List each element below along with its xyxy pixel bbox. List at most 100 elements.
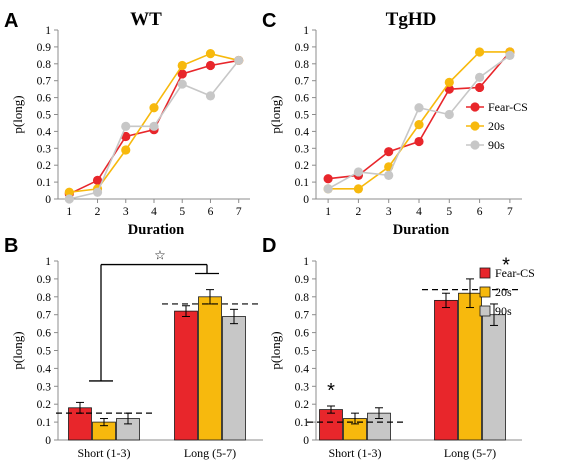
x-tick-label: 6 <box>208 206 214 218</box>
y-tick-label: 0.1 <box>37 417 52 429</box>
y-tick-label: 1 <box>303 25 309 37</box>
y-tick-label: 0.9 <box>295 274 310 286</box>
y-tick-label: 0.4 <box>295 126 310 138</box>
y-tick-label: 0.5 <box>37 110 52 122</box>
y-tick-label: 0.9 <box>295 42 310 54</box>
panel-letter: C <box>262 10 276 32</box>
chart-title: WT <box>130 9 162 30</box>
data-point-s90 <box>414 103 424 113</box>
y-tick-label: 1 <box>303 256 309 268</box>
y-tick-label: 0.5 <box>37 346 52 358</box>
data-point-s20 <box>414 120 424 130</box>
bar-s20 <box>198 296 222 441</box>
y-tick-label: 0.8 <box>295 292 310 304</box>
y-tick-label: 0.1 <box>295 417 310 429</box>
data-point-s20 <box>474 47 485 57</box>
x-tick-label: 4 <box>151 206 157 218</box>
y-tick-label: 0.3 <box>295 381 310 393</box>
data-point-s90 <box>444 109 454 120</box>
y-axis-label: p(long) <box>268 95 283 133</box>
data-point-s90 <box>384 170 394 180</box>
data-point-s20 <box>205 49 216 59</box>
legend-marker-s90 <box>470 140 480 150</box>
legend-marker-fear <box>470 102 480 112</box>
x-tick-label: Long (5-7) <box>444 446 496 460</box>
x-tick-label: 7 <box>236 206 242 218</box>
data-point-s90 <box>64 194 74 204</box>
y-tick-label: 0.3 <box>37 143 52 155</box>
significance-star-icon: ☆ <box>154 248 166 263</box>
data-point-fear <box>323 174 333 184</box>
data-point-s90 <box>474 72 485 82</box>
legend-label: Fear-CS <box>495 266 535 280</box>
data-point-s20 <box>64 187 74 197</box>
x-tick-label: Short (1-3) <box>78 446 131 460</box>
panel-letter: D <box>262 235 276 257</box>
x-tick-label: 4 <box>416 206 422 218</box>
y-tick-label: 0.7 <box>37 310 52 322</box>
y-tick-label: 0.4 <box>37 126 52 138</box>
y-axis-label: p(long) <box>268 331 283 369</box>
bar-s90 <box>482 314 506 441</box>
y-tick-label: 1 <box>45 25 51 37</box>
y-tick-label: 0 <box>303 194 309 206</box>
y-tick-label: 0.3 <box>37 381 52 393</box>
y-tick-label: 0.6 <box>37 328 52 340</box>
data-point-s90 <box>92 187 103 197</box>
data-point-s90 <box>323 184 333 194</box>
x-axis: Short (1-3) Long (5-7) <box>58 439 263 460</box>
y-tick-label: 0.6 <box>37 93 52 105</box>
data-point-fear <box>177 69 187 79</box>
y-tick-label: 0.4 <box>37 363 52 375</box>
panel-letter: A <box>4 10 18 32</box>
y-tick-label: 0.3 <box>295 143 310 155</box>
bar-s20 <box>458 292 482 441</box>
y-tick-label: 0.2 <box>37 399 52 411</box>
y-tick-label: 0.7 <box>295 76 310 88</box>
legend-swatch-s90 <box>479 305 491 317</box>
y-tick-label: 0.7 <box>295 310 310 322</box>
x-tick-label: 5 <box>446 206 452 218</box>
y-axis: 0 0.1 0.2 0.3 0.4 0.5 0.6 0.7 0.8 0.9 1 p(long) <box>268 256 317 447</box>
y-tick-label: 0.2 <box>295 160 310 172</box>
x-tick-label: 5 <box>179 206 185 218</box>
y-tick-label: 0.9 <box>37 274 52 286</box>
data-point-s90 <box>353 167 364 177</box>
x-tick-label: 6 <box>477 206 483 218</box>
data-point-fear <box>384 147 394 157</box>
legend-label: Fear-CS <box>488 100 528 114</box>
chart-title: TgHD <box>386 9 437 30</box>
y-tick-label: 0.2 <box>37 160 52 172</box>
data-point-fear <box>474 82 485 93</box>
data-point-s20 <box>444 77 454 87</box>
x-axis: 1 2 3 4 5 6 7 <box>316 198 522 218</box>
x-axis-label: Duration <box>393 222 449 238</box>
data-point-s90 <box>177 79 187 89</box>
legend-swatch-fear <box>479 267 491 279</box>
legend-marker-s20 <box>470 121 480 131</box>
data-point-s20 <box>177 60 187 71</box>
x-tick-label: 2 <box>95 206 101 218</box>
y-axis-label: p(long) <box>10 331 25 369</box>
data-point-s90 <box>205 91 216 101</box>
data-point-fear <box>414 136 424 147</box>
x-tick-label: 2 <box>356 206 362 218</box>
y-tick-label: 0.5 <box>295 346 310 358</box>
y-tick-label: 0.6 <box>295 328 310 340</box>
y-tick-label: 0 <box>303 435 309 447</box>
y-tick-label: 0.8 <box>37 59 52 71</box>
bar-s90 <box>222 316 246 441</box>
bar-fear <box>319 409 343 441</box>
data-point-s20 <box>149 103 159 113</box>
y-tick-label: 0 <box>45 435 51 447</box>
data-point-s90 <box>149 121 159 131</box>
x-tick-label: 3 <box>386 206 392 218</box>
x-tick-label: Long (5-7) <box>184 446 236 460</box>
significance-asterisk: * <box>502 255 510 277</box>
x-tick-label: Short (1-3) <box>329 446 382 460</box>
data-point-s90 <box>505 50 515 60</box>
x-tick-label: 1 <box>325 206 331 218</box>
y-axis: 0 0.1 0.2 0.3 0.4 0.5 0.6 0.7 0.8 0.9 1 p(long) <box>268 25 317 206</box>
y-tick-label: 0.1 <box>37 177 52 189</box>
